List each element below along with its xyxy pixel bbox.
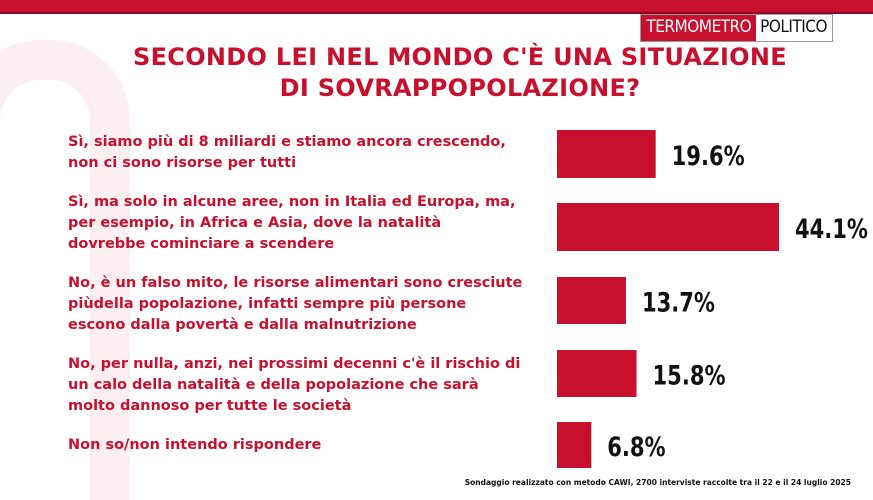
category-label-3-line-1: No, è un falso mito, le risorse alimenta… (68, 275, 523, 291)
category-label-2-line-3: dovrebbe cominciare a scendere (68, 236, 335, 252)
category-label-5: Non so/non intendo rispondere (68, 435, 558, 456)
category-label-4-line-1: No, per nulla, anzi, nei prossimi decenn… (68, 356, 521, 372)
bar-2 (557, 203, 779, 251)
category-label-2: Sì, ma solo in alcune aree, non in Itali… (68, 192, 558, 255)
top-accent-bar (0, 0, 873, 12)
value-label-3: 13.7% (642, 287, 715, 318)
chart-title-line-1: SECONDO LEI NEL MONDO C'È UNA SITUAZIONE (133, 43, 787, 71)
category-label-3-line-3: escono dalla povertà e dalla malnutrizio… (68, 317, 417, 333)
category-label-4: No, per nulla, anzi, nei prossimi decenn… (68, 354, 558, 417)
category-label-5-line-1: Non so/non intendo rispondere (68, 437, 322, 453)
value-label-2: 44.1% (795, 213, 868, 244)
termometro-politico-logo: TERMOMETRO POLITICO (640, 14, 833, 42)
chart-title-line-2: DI SOVRAPPOPOLAZIONE? (279, 74, 641, 102)
survey-footnote: Sondaggio realizzato con metodo CAWI, 27… (464, 478, 851, 487)
category-label-1-line-1: Sì, siamo più di 8 miliardi e stiamo anc… (68, 134, 506, 150)
logo-part-a: TERMOMETRO (641, 15, 757, 41)
logo-part-b: POLITICO (756, 15, 832, 41)
bar-4 (557, 350, 637, 397)
category-label-1-line-2: non ci sono risorse per tutti (68, 155, 297, 171)
value-label-1: 19.6% (672, 140, 745, 171)
bar-1 (557, 130, 656, 178)
category-label-1: Sì, siamo più di 8 miliardi e stiamo anc… (68, 132, 558, 174)
category-label-4-line-3: molto dannoso per tutte le società (68, 398, 352, 414)
chart-title: SECONDO LEI NEL MONDO C'È UNA SITUAZIONE… (80, 42, 840, 104)
bar-5 (557, 422, 592, 468)
bar-3 (557, 277, 626, 324)
top-accent-line (0, 12, 873, 14)
category-label-3-line-2: piùdella popolazione, infatti sempre più… (68, 296, 467, 312)
category-label-4-line-2: un calo della natalità e della popolazio… (68, 377, 479, 393)
category-label-2-line-1: Sì, ma solo in alcune aree, non in Itali… (68, 194, 516, 210)
value-label-4: 15.8% (653, 360, 726, 391)
value-label-5: 6.8% (607, 431, 665, 462)
category-label-3: No, è un falso mito, le risorse alimenta… (68, 273, 558, 336)
category-label-2-line-2: per esempio, in Africa e Asia, dove la n… (68, 215, 442, 231)
